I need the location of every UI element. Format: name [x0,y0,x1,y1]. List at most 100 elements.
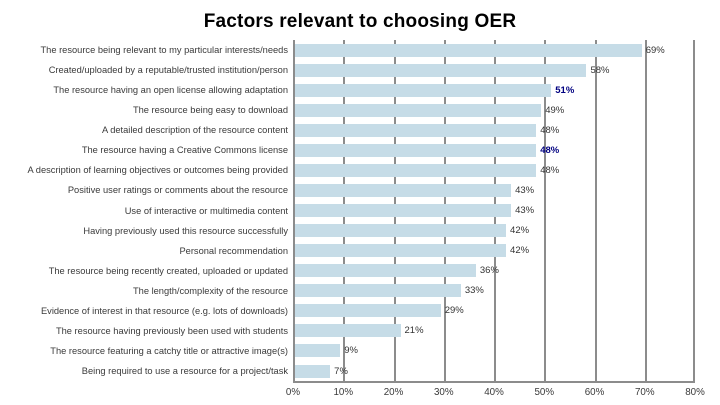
chart-row: Created/uploaded by a reputable/trusted … [0,60,720,80]
category-label: Positive user ratings or comments about … [0,185,295,195]
bar [295,103,542,117]
bar-chart: The resource being relevant to my partic… [0,40,720,398]
bar-track: 29% [295,301,697,321]
category-label-text: A description of learning objectives or … [27,165,288,176]
bar [295,83,552,97]
category-label-text: The resource having previously been used… [55,325,288,336]
bar [295,224,507,238]
value-label: 33% [464,285,484,297]
value-label: 58% [590,64,610,76]
x-tick-label: 60% [584,387,605,398]
value-label: 29% [444,305,464,317]
category-label-text: The resource being easy to download [132,105,288,116]
category-label-text: The resource having an open license allo… [53,85,288,96]
category-label: A detailed description of the resource c… [0,125,295,135]
bar [295,123,537,137]
x-tick-label: 50% [534,387,555,398]
chart-row: The resource being easy to download 49% [0,100,720,120]
category-label: The resource being easy to download [0,105,295,115]
bar-track: 36% [295,261,697,281]
gridline [594,40,597,381]
chart-row: Being required to use a resource for a p… [0,361,720,381]
chart-row: A detailed description of the resource c… [0,120,720,140]
category-label-text: Evidence of interest in that resource (e… [40,305,288,316]
category-label-text: Personal recommendation [179,245,288,256]
gridline [693,40,695,381]
value-label: 42% [510,225,530,237]
category-label: The resource featuring a catchy title or… [0,346,295,356]
chart-row: The resource having an open license allo… [0,80,720,100]
bar [295,63,587,77]
bar-track: 43% [295,180,697,200]
chart-row: Positive user ratings or comments about … [0,180,720,200]
value-label: 42% [510,245,530,257]
x-axis: 0% 10% 20% 30% 40% 50% 60% 70% 80% [286,387,705,401]
value-label: 43% [515,205,535,217]
chart-rows: The resource being relevant to my partic… [0,40,720,381]
chart-row: The length/complexity of the resource 33% [0,281,720,301]
bar [295,43,642,57]
bar-track: 9% [295,341,697,361]
category-label: Being required to use a resource for a p… [0,366,295,376]
bar-track: 42% [295,241,697,261]
value-label: 49% [545,104,565,116]
value-label: 48% [540,144,560,156]
value-label: 51% [555,84,575,96]
category-label-text: The resource featuring a catchy title or… [50,345,288,356]
category-label-text: Having previously used this resource suc… [83,225,288,236]
bar [295,163,537,177]
category-label: The resource being recently created, upl… [0,266,295,276]
bar-track: 48% [295,120,697,140]
category-label: Created/uploaded by a reputable/trusted … [0,65,295,75]
bar-track: 21% [295,321,697,341]
bar-track: 33% [295,281,697,301]
gridline [644,40,647,381]
bar-track: 7% [295,361,697,381]
bar-track: 58% [295,60,697,80]
chart-title: Factors relevant to choosing OER [203,11,517,32]
bar-track: 51% [295,80,697,100]
category-label-text: The resource being recently created, upl… [48,265,288,276]
chart-row: The resource being relevant to my partic… [0,40,720,60]
bar [295,264,476,278]
bar [295,284,461,298]
bar-track: 48% [295,160,697,180]
chart-row: The resource having a Creative Commons l… [0,140,720,160]
value-label: 21% [404,325,424,337]
bar-track: 43% [295,201,697,221]
bar [295,244,507,258]
category-label: The length/complexity of the resource [0,286,295,296]
category-label: The resource being relevant to my partic… [0,45,295,55]
value-label: 36% [479,265,499,277]
bar-track: 48% [295,140,697,160]
bar-track: 49% [295,100,697,120]
x-tick-label: 80% [685,387,705,398]
bar-track: 69% [295,40,697,60]
category-label: The resource having previously been used… [0,326,295,336]
category-label: The resource having an open license allo… [0,85,295,95]
chart-row: A description of learning objectives or … [0,160,720,180]
value-label: 43% [515,184,535,196]
chart-row: Personal recommendation 42% [0,241,720,261]
x-tick-label: 40% [484,387,504,398]
category-label-text: Use of interactive or multimedia content [124,205,288,216]
category-label-text: Positive user ratings or comments about … [67,185,288,196]
bar [295,143,537,157]
gridline [544,40,547,381]
y-axis-line [293,40,295,381]
x-tick-label: 20% [383,387,404,398]
category-label-text: Created/uploaded by a reputable/trusted … [48,65,288,76]
category-label-text: The length/complexity of the resource [132,285,288,296]
chart-row: The resource having previously been used… [0,321,720,341]
value-label: 48% [540,124,560,136]
chart-row: Evidence of interest in that resource (e… [0,301,720,321]
category-label-text: A detailed description of the resource c… [101,125,288,136]
x-tick-label: 30% [433,387,454,398]
category-label-text: The resource having a Creative Commons l… [81,145,288,156]
bar [295,344,341,358]
category-label: Personal recommendation [0,246,295,256]
value-label: 9% [344,345,358,357]
value-label: 48% [540,164,560,176]
value-label: 7% [334,365,348,377]
category-label: Having previously used this resource suc… [0,226,295,236]
